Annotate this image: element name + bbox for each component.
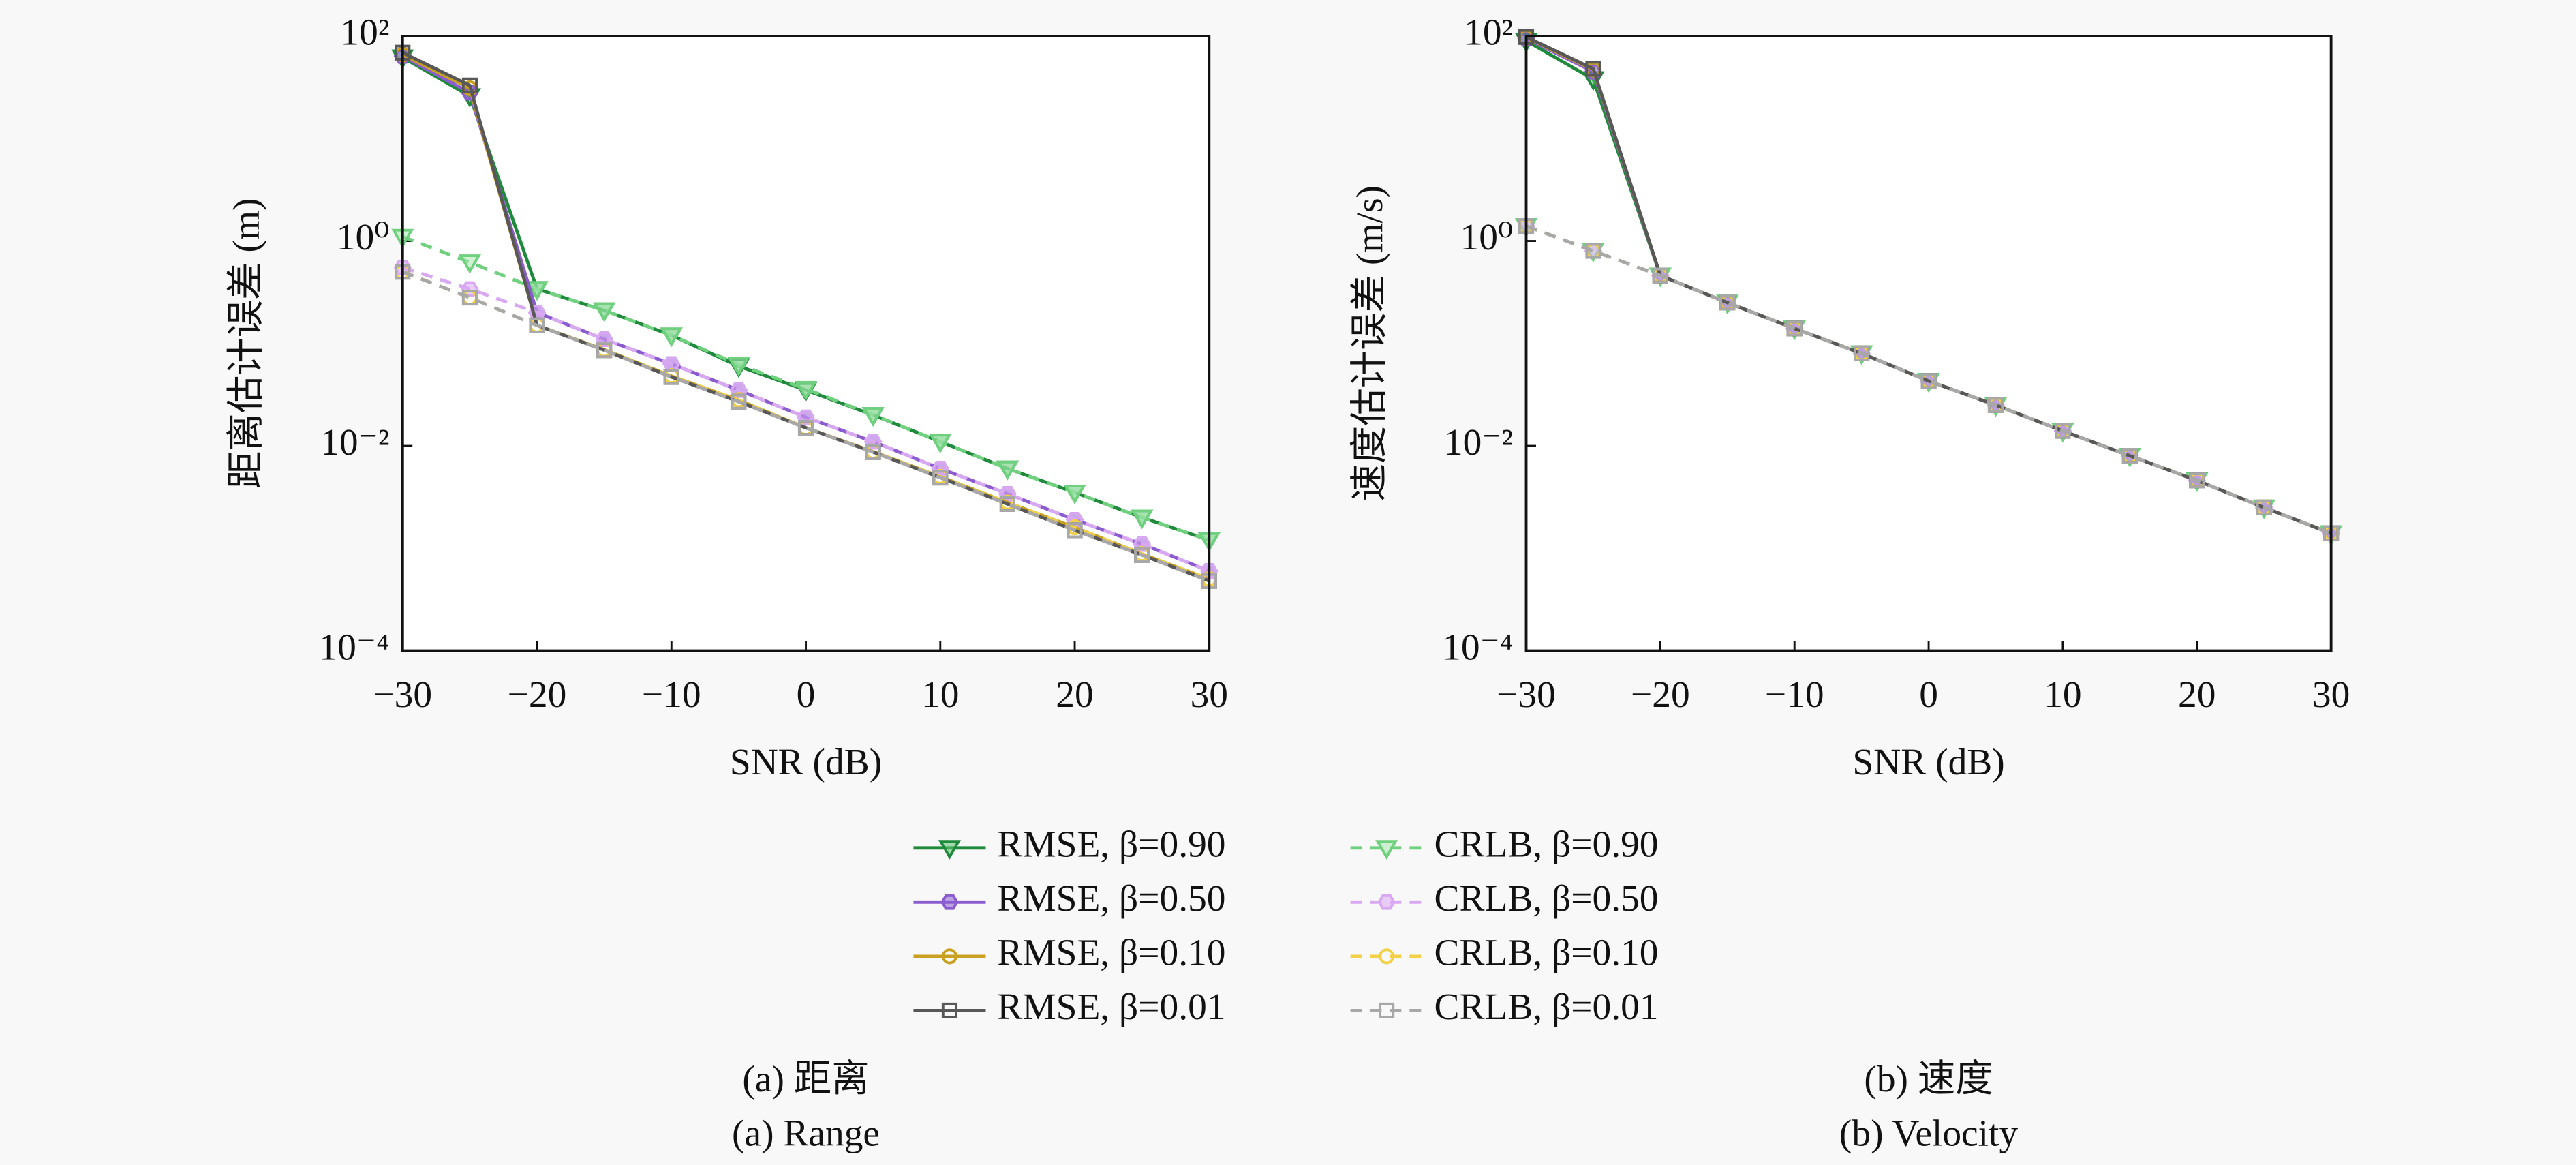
marker: [861, 407, 885, 427]
legend-marker: [941, 948, 958, 965]
marker: [1652, 267, 1668, 284]
legend-label: CRLB, β=0.10: [1435, 932, 1659, 973]
marker: [458, 254, 482, 274]
x-tick-label: −20: [1631, 674, 1690, 715]
x-tick-label: −30: [373, 674, 432, 715]
marker: [932, 470, 949, 486]
marker: [2323, 525, 2340, 541]
crlb-line: [401, 270, 1210, 583]
legend-marker: [1377, 894, 1396, 910]
x-tick-label: 20: [2178, 674, 2215, 715]
plot-area: [402, 36, 1210, 651]
legend-marker: [938, 840, 962, 860]
marker: [461, 77, 478, 93]
y-tick-label: 10⁻²: [320, 421, 389, 463]
legend-label: CRLB, β=0.50: [1435, 877, 1659, 919]
caption-zh: (a) 距离: [742, 1058, 869, 1100]
marker: [663, 369, 679, 385]
marker: [1987, 397, 2004, 413]
marker: [999, 496, 1015, 513]
marker: [395, 44, 411, 61]
marker: [1131, 509, 1154, 530]
y-tick-label: 10⁻⁴: [1442, 626, 1513, 667]
y-tick-label: 10⁻²: [1444, 421, 1513, 463]
plot-area: [1526, 36, 2331, 651]
legend-label: CRLB, β=0.01: [1435, 986, 1659, 1027]
legend-marker: [1379, 1002, 1395, 1018]
legend-marker: [941, 1002, 958, 1018]
marker: [1854, 345, 1870, 361]
caption-zh: (b) 速度: [1864, 1058, 1993, 1100]
legend-label: RMSE, β=0.01: [997, 986, 1225, 1027]
x-tick-label: −10: [1765, 674, 1824, 715]
x-tick-label: 30: [1191, 674, 1228, 715]
marker: [1518, 29, 1535, 45]
marker: [2121, 448, 2138, 464]
legend-marker: [940, 894, 959, 910]
marker: [525, 281, 549, 301]
y-tick-label: 10⁰: [337, 216, 390, 258]
plot-frame: [401, 35, 1211, 652]
marker: [395, 264, 411, 280]
x-tick-label: 10: [2044, 674, 2081, 715]
x-tick-label: 0: [1919, 674, 1938, 715]
marker: [1585, 243, 1601, 259]
marker: [797, 420, 814, 436]
marker: [865, 444, 881, 460]
caption-en: (b) Velocity: [1839, 1113, 2019, 1154]
x-tick-label: −20: [508, 674, 567, 715]
marker: [794, 380, 818, 401]
legend-label: CRLB, β=0.90: [1435, 823, 1659, 865]
x-axis-label: SNR (dB): [1852, 741, 2004, 783]
y-axis-label: 速度估计误差 (m/s): [1349, 185, 1390, 502]
x-tick-label: 30: [2312, 674, 2350, 715]
x-tick-label: −30: [1497, 674, 1556, 715]
x-tick-label: 10: [921, 674, 959, 715]
marker: [1719, 294, 1736, 311]
marker: [1063, 484, 1086, 504]
marker: [1920, 373, 1937, 389]
marker: [2256, 499, 2272, 516]
marker: [1067, 522, 1083, 539]
legend-marker: [1379, 948, 1395, 965]
marker: [529, 317, 545, 333]
marker: [996, 460, 1019, 481]
caption-en: (a) Range: [732, 1113, 880, 1154]
marker: [1201, 573, 1217, 589]
marker: [2189, 472, 2205, 489]
y-tick-label: 10²: [1464, 12, 1513, 53]
y-tick-label: 10⁻⁴: [318, 626, 389, 667]
x-tick-label: −10: [642, 674, 701, 715]
y-tick-label: 10²: [340, 12, 389, 53]
x-tick-label: 20: [1056, 674, 1093, 715]
legend-label: RMSE, β=0.50: [997, 877, 1225, 919]
x-axis-label: SNR (dB): [730, 741, 882, 783]
y-tick-label: 10⁰: [1460, 216, 1514, 258]
marker: [731, 393, 747, 410]
marker: [1585, 61, 1601, 77]
legend-label: RMSE, β=0.10: [997, 932, 1225, 973]
marker: [1134, 547, 1150, 563]
marker: [596, 342, 613, 359]
x-tick-label: 0: [797, 674, 816, 715]
marker: [727, 357, 750, 377]
plot-frame: [1524, 35, 2333, 652]
marker: [660, 327, 683, 347]
marker: [929, 434, 952, 453]
legend-label: RMSE, β=0.90: [997, 823, 1225, 865]
marker: [593, 302, 616, 322]
marker: [2055, 423, 2071, 439]
crlb-line: [1525, 224, 2332, 535]
marker: [461, 290, 478, 306]
legend-marker: [1375, 840, 1398, 860]
marker: [1786, 320, 1803, 337]
marker: [1518, 218, 1535, 234]
y-axis-label: 距离估计误差 (m): [225, 198, 266, 489]
